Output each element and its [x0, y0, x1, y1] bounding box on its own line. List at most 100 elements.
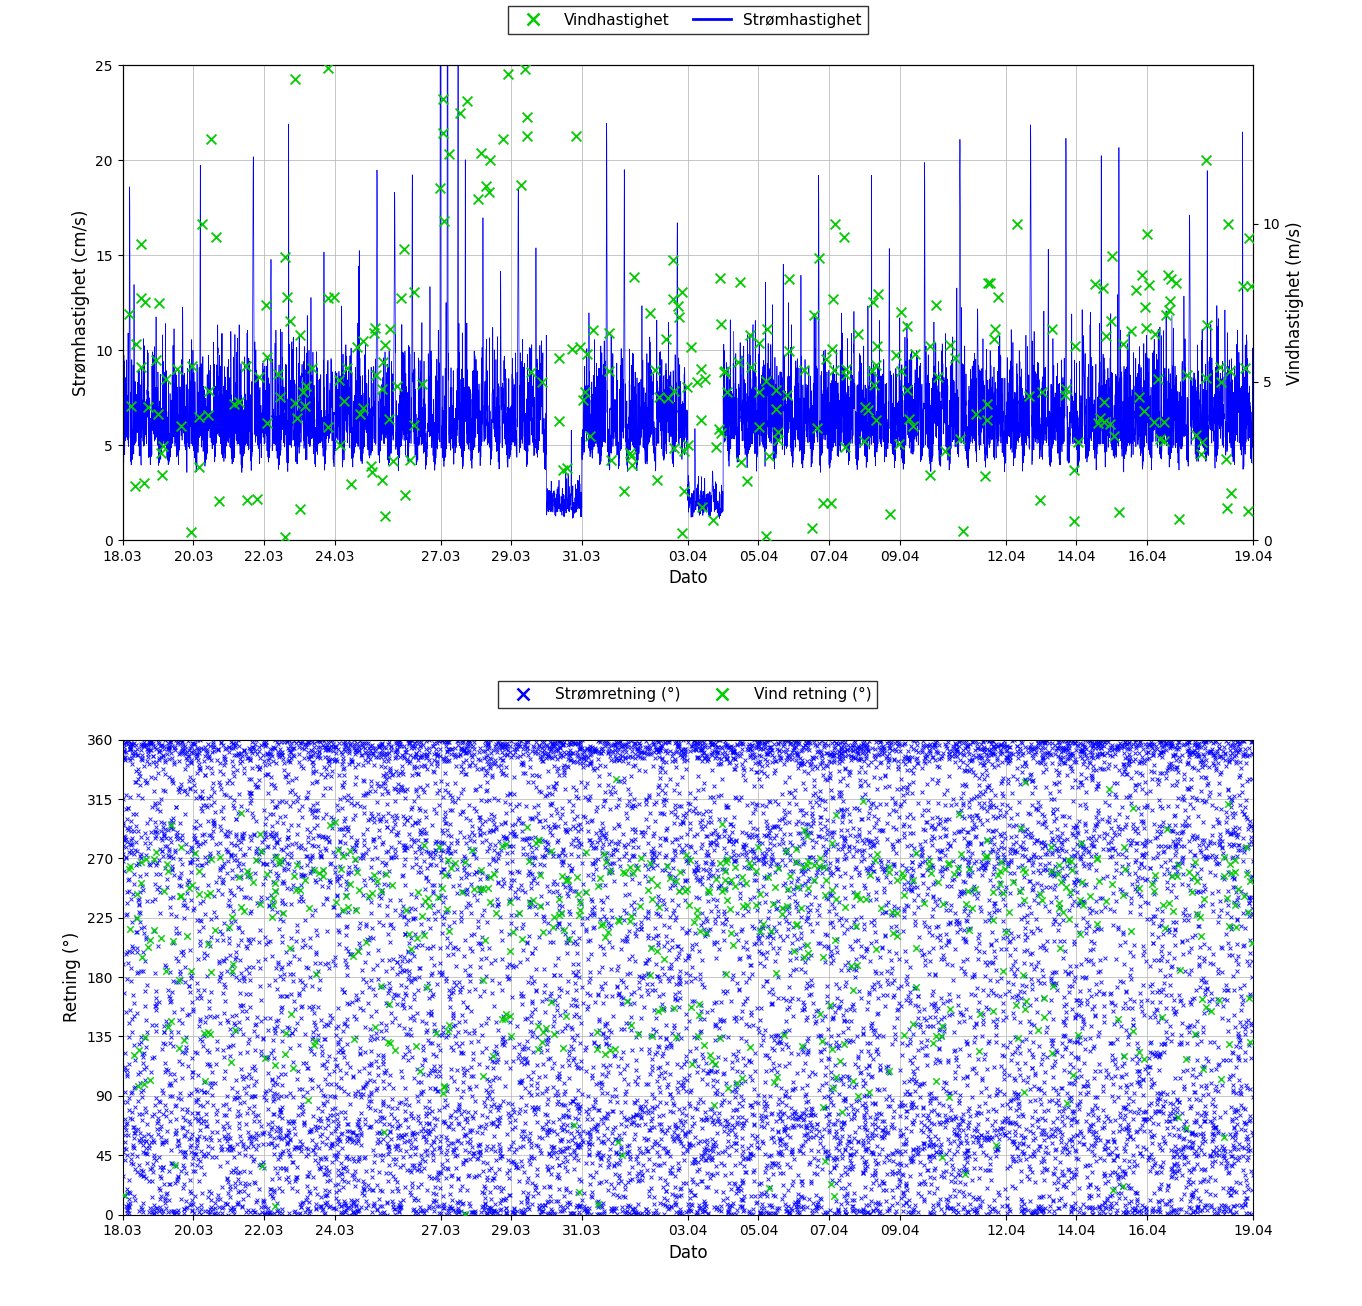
Point: [836, 798, 858, 819]
Point: [451, 868, 473, 889]
Point: [774, 1134, 795, 1155]
Point: [364, 1071, 385, 1092]
Point: [451, 782, 473, 803]
Point: [583, 902, 605, 923]
Point: [1190, 1158, 1212, 1179]
Point: [531, 738, 553, 759]
Point: [391, 777, 413, 798]
Point: [302, 828, 324, 849]
Point: [459, 874, 481, 895]
Point: [471, 1066, 493, 1087]
Point: [874, 902, 896, 923]
Point: [956, 776, 978, 797]
Point: [992, 743, 1013, 764]
Point: [327, 1054, 349, 1075]
Point: [479, 150, 501, 171]
Point: [1007, 1136, 1028, 1157]
Point: [635, 1130, 656, 1151]
Point: [1086, 859, 1107, 880]
Point: [770, 925, 791, 946]
Point: [629, 1204, 651, 1225]
Point: [1222, 876, 1244, 897]
Point: [485, 816, 507, 837]
Point: [1005, 803, 1027, 824]
Point: [926, 926, 948, 947]
Point: [1043, 789, 1065, 810]
Point: [127, 1064, 148, 1085]
Point: [977, 765, 998, 786]
Point: [676, 878, 697, 899]
Point: [1163, 998, 1185, 1019]
Point: [1128, 858, 1150, 879]
Point: [195, 853, 217, 874]
Point: [451, 733, 473, 754]
Point: [864, 973, 885, 994]
Point: [528, 1012, 550, 1033]
Point: [162, 931, 184, 952]
Point: [1017, 823, 1039, 844]
Point: [1151, 1007, 1173, 1028]
Point: [919, 857, 941, 878]
Point: [793, 737, 814, 757]
Point: [203, 815, 225, 836]
Point: [558, 819, 580, 840]
Point: [680, 1081, 701, 1102]
Point: [1226, 909, 1248, 930]
Point: [1020, 1013, 1042, 1034]
Point: [772, 1121, 794, 1141]
Point: [218, 917, 240, 938]
Point: [998, 746, 1020, 767]
Point: [996, 747, 1017, 768]
Point: [172, 1098, 193, 1119]
Point: [1196, 1102, 1218, 1123]
Point: [963, 883, 985, 904]
Point: [652, 789, 674, 810]
Point: [180, 1134, 202, 1155]
Point: [1079, 897, 1100, 918]
Point: [309, 841, 331, 862]
Point: [663, 845, 685, 866]
Point: [503, 1198, 524, 1218]
Point: [678, 1187, 700, 1208]
Point: [1065, 990, 1087, 1011]
Point: [128, 784, 150, 804]
Point: [1022, 1122, 1043, 1143]
Point: [579, 1128, 601, 1149]
Point: [902, 1053, 923, 1074]
Point: [884, 854, 906, 875]
Point: [1234, 1024, 1256, 1045]
Point: [780, 1141, 802, 1162]
Point: [125, 922, 147, 943]
Point: [876, 1088, 898, 1109]
Point: [959, 832, 981, 853]
Point: [982, 982, 1004, 1003]
Point: [760, 994, 782, 1015]
Point: [760, 739, 782, 760]
Point: [936, 1109, 957, 1130]
Point: [1022, 737, 1043, 757]
Point: [680, 1200, 701, 1221]
Point: [1201, 738, 1223, 759]
Point: [922, 1168, 944, 1188]
Point: [840, 734, 862, 755]
Point: [1028, 751, 1050, 772]
Point: [1208, 1140, 1230, 1161]
Point: [301, 846, 323, 867]
Point: [519, 1127, 541, 1148]
Point: [155, 1121, 177, 1141]
Point: [155, 1105, 177, 1126]
Point: [208, 867, 230, 888]
Point: [1066, 871, 1088, 892]
Point: [832, 829, 854, 850]
Point: [1175, 1119, 1197, 1140]
Point: [422, 761, 444, 782]
Point: [763, 917, 785, 938]
Point: [199, 1126, 221, 1147]
Point: [945, 734, 967, 755]
Point: [789, 1106, 810, 1127]
Point: [850, 1188, 872, 1209]
Point: [1207, 912, 1229, 932]
Point: [866, 744, 888, 765]
Point: [1045, 961, 1066, 982]
Point: [1156, 919, 1178, 940]
